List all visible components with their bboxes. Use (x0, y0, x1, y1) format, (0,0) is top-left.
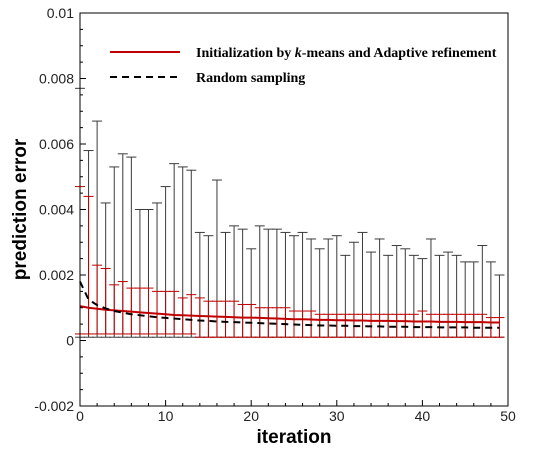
x-tick-label: 40 (415, 408, 431, 424)
legend-label-adaptive-italic: k (295, 46, 302, 61)
legend-label-adaptive-suffix: -means and Adaptive refinement (302, 46, 497, 61)
x-axis-label: iteration (257, 427, 332, 448)
y-tick-label: 0.004 (39, 202, 74, 218)
y-tick-label: 0.002 (39, 267, 74, 283)
error-bars-layer (75, 87, 505, 338)
axis-ticks-layer: 0 10 20 30 40 50-0.00200.0020.0040.0060.0080.… (34, 5, 516, 424)
series-line-adaptive (79, 305, 500, 324)
x-tick-label: 10 (158, 408, 174, 424)
y-tick-label: 0 (66, 333, 74, 349)
x-tick-label: 50 (500, 408, 516, 424)
series-line-random (79, 281, 500, 329)
legend-label-random: Random sampling (196, 71, 305, 86)
y-tick-label: 0.008 (39, 71, 74, 87)
y-tick-label: -0.002 (34, 398, 74, 414)
series-lines-layer (79, 281, 500, 329)
x-tick-label: 0 (76, 408, 84, 424)
y-tick-label: 0.006 (39, 136, 74, 152)
y-tick-label: 0.01 (47, 5, 74, 21)
legend-label-adaptive: Initialization by k-means and Adaptive r… (196, 46, 497, 61)
x-tick-label: 30 (329, 408, 345, 424)
x-tick-label: 20 (243, 408, 259, 424)
legend: Initialization by k-means and Adaptive r… (110, 46, 497, 86)
y-axis-label: prediction error (10, 138, 31, 280)
legend-label-adaptive-prefix: Initialization by (196, 46, 295, 61)
